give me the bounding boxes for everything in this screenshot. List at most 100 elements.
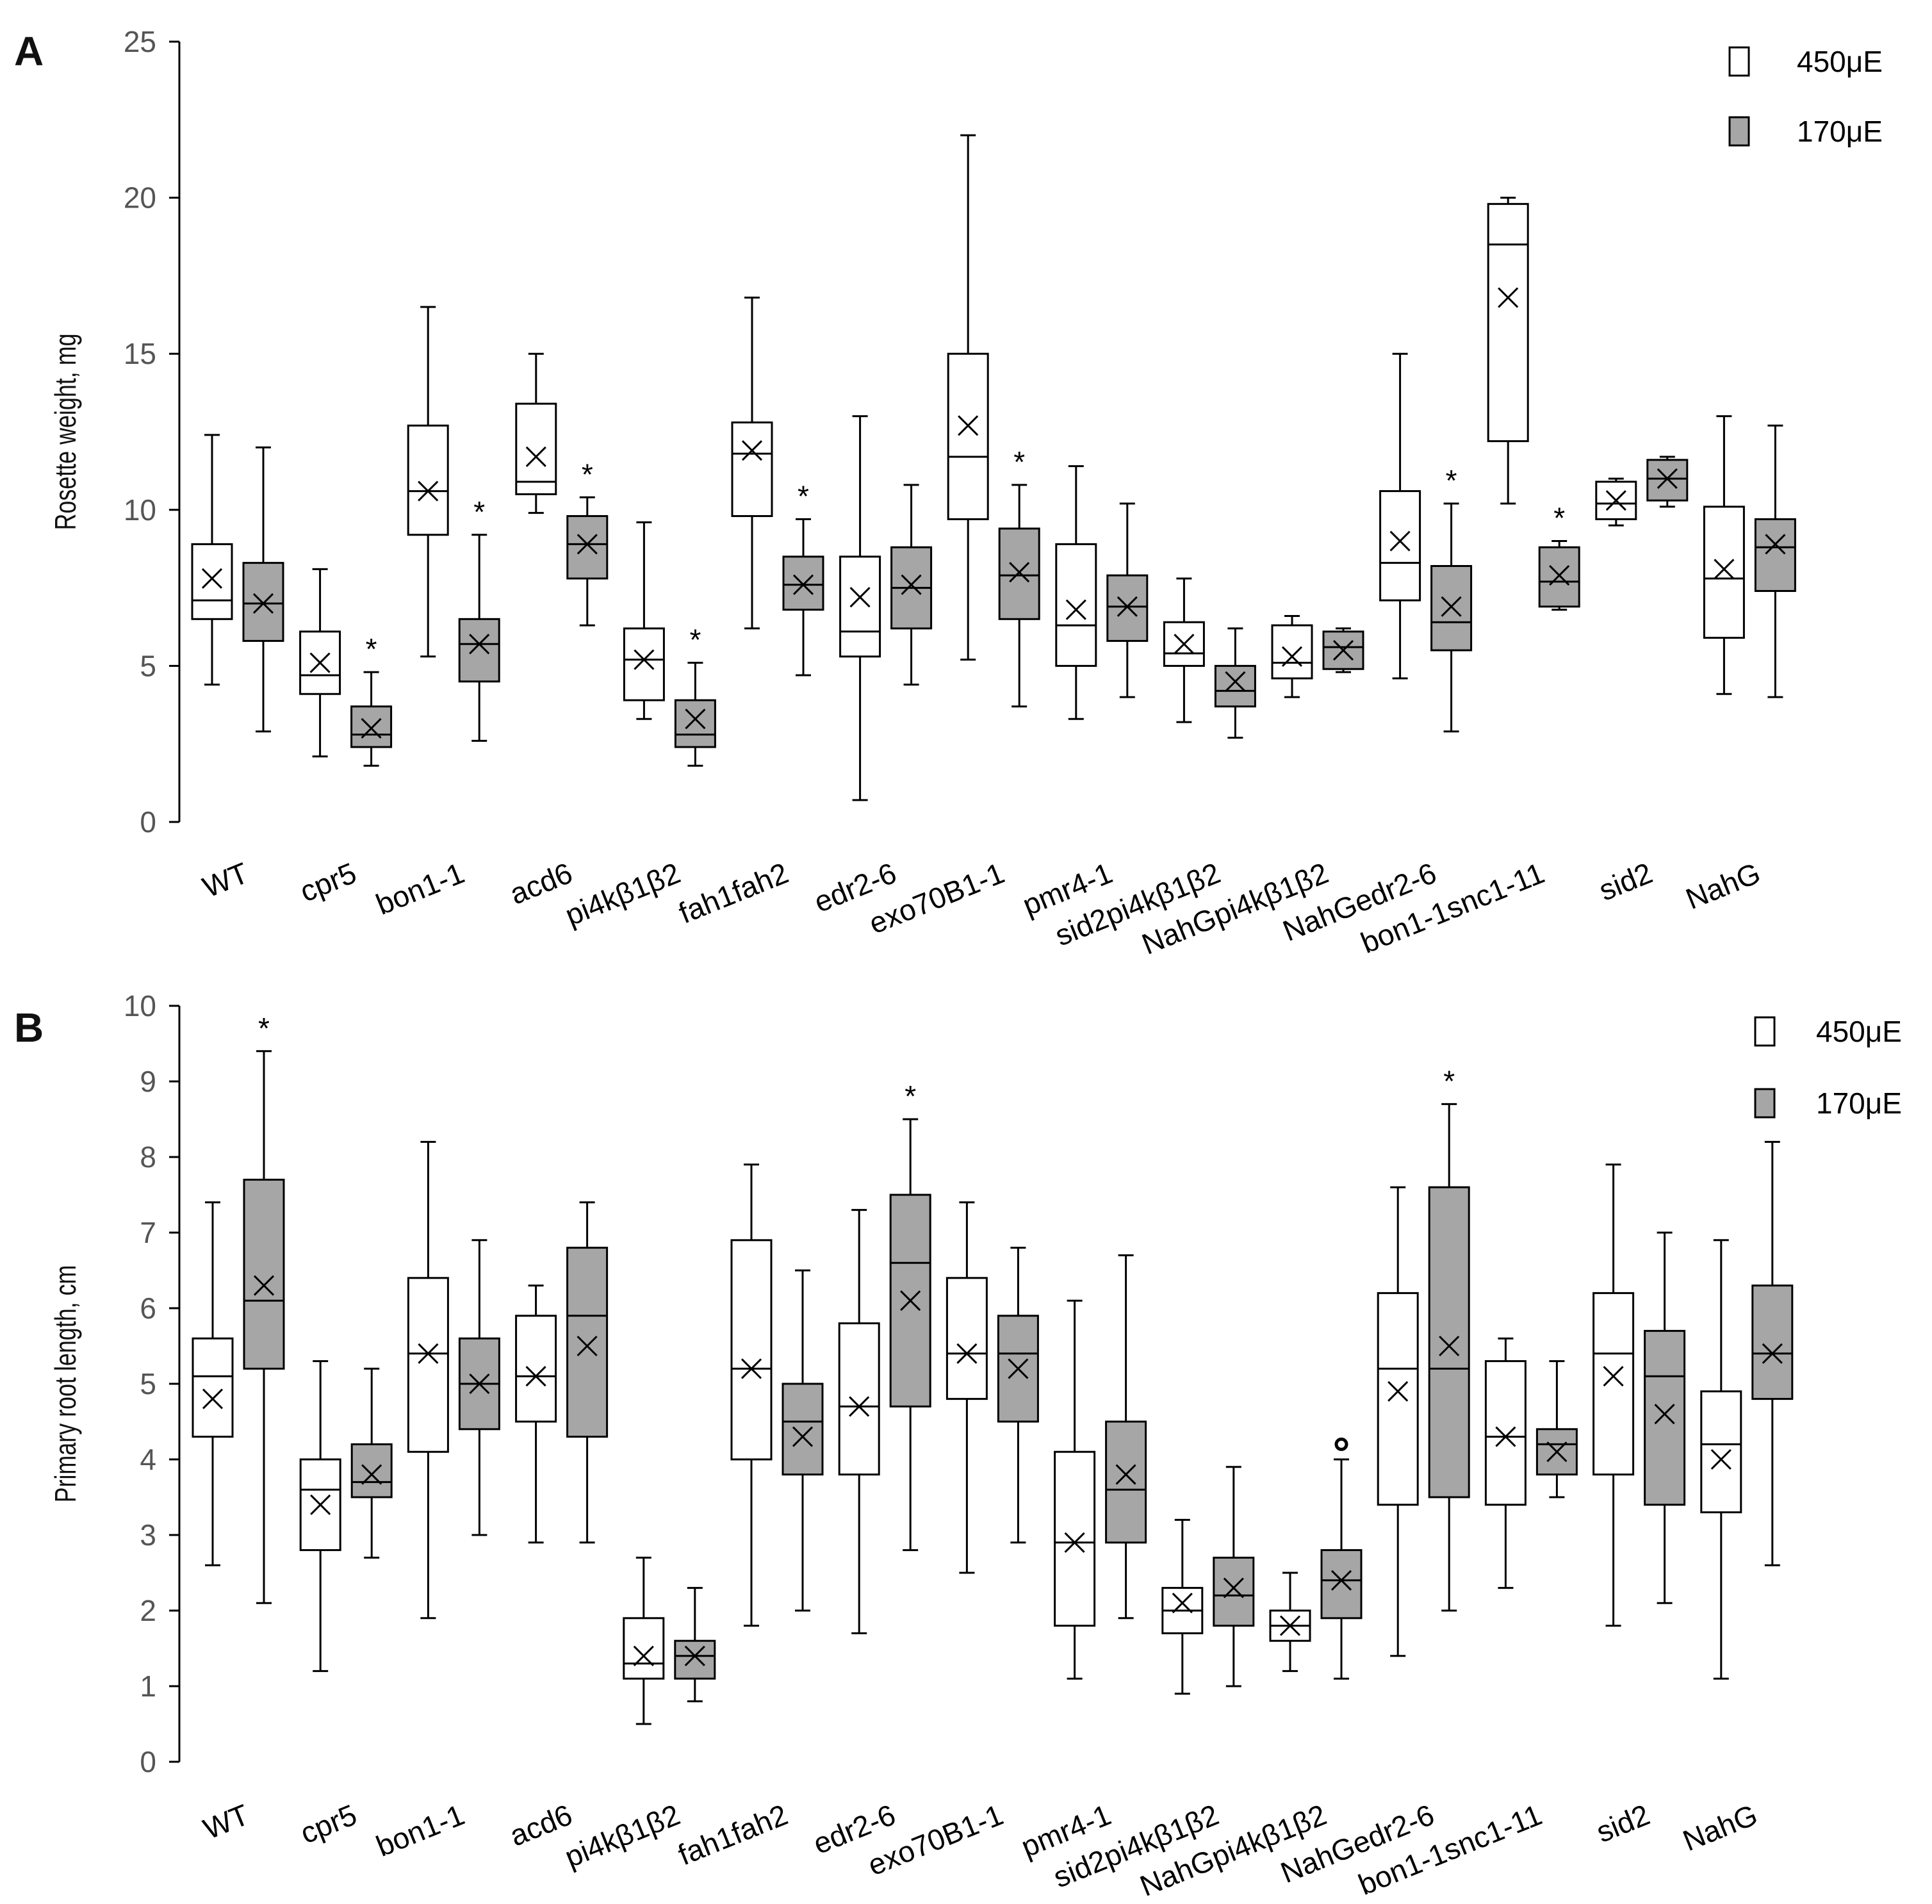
box-iqr xyxy=(839,555,881,658)
box-high-light xyxy=(407,306,449,658)
box-iqr xyxy=(458,618,500,683)
mean-marker xyxy=(1223,1577,1244,1598)
mean-marker xyxy=(849,587,871,608)
mean-marker xyxy=(577,534,598,555)
mean-marker xyxy=(1172,1593,1193,1614)
box-iqr xyxy=(1055,543,1097,667)
box-high-light xyxy=(1271,614,1313,698)
box-iqr xyxy=(1106,574,1149,642)
box-low-light xyxy=(1105,1254,1147,1620)
y-tick-label: 20 xyxy=(124,181,156,215)
box-iqr xyxy=(191,543,233,620)
significance-star: * xyxy=(1446,464,1457,497)
box-high-light xyxy=(1054,1299,1096,1680)
mean-marker xyxy=(633,1645,654,1666)
significance-star: * xyxy=(258,1012,270,1045)
y-tick-label: 10 xyxy=(124,989,156,1022)
box-iqr xyxy=(299,1458,341,1552)
box-low-light: * xyxy=(782,479,824,677)
mean-marker xyxy=(792,574,814,595)
box-high-light xyxy=(1161,1518,1204,1695)
box-high-light xyxy=(299,568,341,758)
box-high-light xyxy=(515,1284,557,1544)
box-high-light xyxy=(623,521,665,720)
box-low-light: * xyxy=(243,1012,285,1604)
y-tick-label: 10 xyxy=(124,493,156,527)
legend-label: 170μE xyxy=(1797,115,1883,148)
box-iqr xyxy=(243,1178,285,1370)
category-label: fah1fah2 xyxy=(674,856,793,930)
chart-panel-b: 0 1 2 3 4 5 6 7 8 9 10 Primary root length, cm WT cpr… xyxy=(49,989,1902,1903)
box-iqr xyxy=(623,627,665,702)
box-low-light xyxy=(1644,1231,1686,1604)
legend-label: 450μE xyxy=(1816,1015,1902,1048)
mean-marker xyxy=(901,574,922,595)
outlier-point xyxy=(1334,1437,1348,1451)
box-high-light xyxy=(1703,415,1745,695)
box-high-light xyxy=(1487,197,1529,505)
box-low-light xyxy=(1754,424,1796,698)
mean-marker xyxy=(956,1343,978,1364)
significance-star: * xyxy=(366,632,377,666)
box-low-light: * xyxy=(998,445,1040,708)
mean-marker xyxy=(309,652,331,673)
category-label: fah1fah2 xyxy=(673,1798,792,1871)
box-low-light: * xyxy=(1428,1064,1470,1612)
significance-star: * xyxy=(689,623,701,657)
mean-marker xyxy=(849,1396,870,1417)
box-high-light xyxy=(1484,1337,1527,1589)
mean-marker xyxy=(958,415,979,436)
y-tick-label: 8 xyxy=(140,1140,156,1174)
box-iqr xyxy=(946,1277,988,1400)
box-iqr xyxy=(674,699,716,748)
mean-marker xyxy=(1657,468,1678,489)
legend: 450μE 170μE xyxy=(1754,1015,1902,1120)
category-label: WT xyxy=(199,1798,254,1846)
legend-swatch xyxy=(1754,1088,1776,1119)
mean-marker xyxy=(1332,639,1354,661)
box-high-light xyxy=(946,1201,988,1574)
box-low-light xyxy=(674,1587,716,1703)
box-high-light xyxy=(1269,1572,1311,1672)
y-tick-label: 5 xyxy=(140,649,156,682)
box-high-light xyxy=(299,1360,341,1672)
y-tick-label: 0 xyxy=(140,805,156,839)
mean-marker xyxy=(1064,1532,1085,1553)
significance-star: * xyxy=(473,495,485,529)
mean-marker xyxy=(577,1335,598,1357)
mean-marker xyxy=(252,593,274,614)
chart-panel-a: 0 5 10 15 20 25 Rosette weight, mg WT cpr5 bon1-1… xyxy=(49,25,1883,961)
mean-marker xyxy=(1009,562,1030,583)
box-iqr xyxy=(1379,490,1421,602)
box-low-light xyxy=(1106,502,1149,698)
y-tick-label: 25 xyxy=(124,25,156,58)
box-iqr xyxy=(1430,564,1473,652)
mean-marker xyxy=(792,1426,814,1447)
y-tick-label: 2 xyxy=(140,1594,156,1627)
box-iqr xyxy=(998,527,1040,620)
box-low-light xyxy=(458,1239,500,1536)
significance-star: * xyxy=(1553,502,1565,535)
box-iqr xyxy=(1592,1292,1635,1476)
box-iqr xyxy=(1646,459,1689,502)
mean-marker xyxy=(634,649,655,670)
legend-swatch xyxy=(1728,46,1750,77)
box-low-light xyxy=(242,446,284,733)
box-iqr xyxy=(1703,505,1745,639)
box-low-light xyxy=(890,484,933,686)
mean-marker xyxy=(525,1366,546,1387)
mean-marker xyxy=(1065,599,1086,620)
box-iqr xyxy=(515,1315,557,1423)
box-low-light xyxy=(782,1269,824,1612)
box-iqr xyxy=(1377,1292,1419,1506)
legend: 450μE 170μE xyxy=(1728,45,1883,148)
significance-star: * xyxy=(905,1079,916,1113)
box-high-light xyxy=(1377,1186,1419,1657)
box-high-light xyxy=(1595,477,1637,527)
category-label: bon1-1 xyxy=(372,1798,469,1863)
box-high-light xyxy=(515,352,557,514)
box-low-light xyxy=(350,1367,393,1559)
box-iqr xyxy=(838,1322,880,1476)
box-high-light xyxy=(1592,1163,1635,1627)
box-iqr xyxy=(1700,1390,1742,1514)
